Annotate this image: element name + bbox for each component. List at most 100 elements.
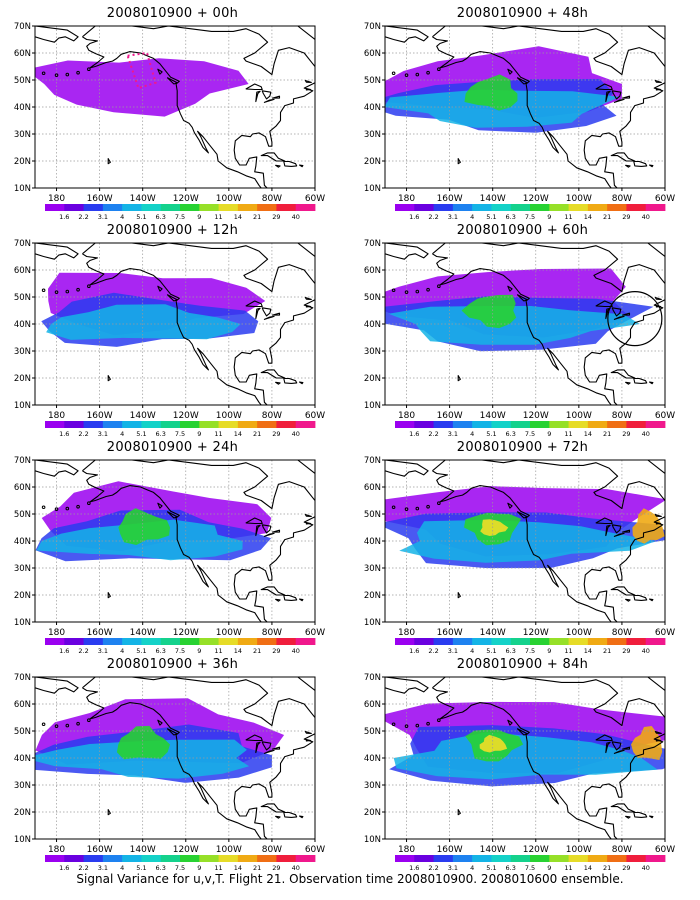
colorbar-segment: [491, 855, 512, 862]
lon-tick-label: 120W: [173, 411, 199, 421]
colorbar-label: 11: [214, 647, 222, 654]
aleutian-island: [41, 288, 46, 293]
lat-tick-label: 30N: [364, 347, 381, 357]
lat-tick-label: 40N: [364, 103, 381, 113]
aleutian-island: [426, 721, 430, 726]
variance-field: [385, 243, 665, 405]
map-panel: 10N 20N 30N 40N 50N 60N 70N 180 160W 140W 120W 100W…: [14, 22, 325, 220]
colorbar-segment: [607, 855, 627, 862]
island-outline: [283, 377, 298, 384]
aleutian-island: [87, 67, 91, 71]
lat-tick-label: 20N: [364, 591, 381, 601]
island-outline: [648, 815, 654, 819]
aleutian-island: [65, 289, 70, 294]
colorbar-label: 11: [564, 647, 572, 654]
lat-tick-label: 50N: [14, 727, 31, 737]
colorbar-segment: [276, 204, 297, 211]
island-outline: [648, 598, 654, 602]
colorbar-label: 21: [603, 864, 611, 871]
great-lake-outline: [613, 749, 625, 754]
great-lake-outline: [245, 83, 263, 91]
panel-title: 2008010900 + 24h: [106, 440, 239, 455]
colorbar-segment: [237, 204, 258, 211]
island-outline: [457, 809, 461, 816]
colorbar-segment: [510, 421, 531, 428]
coastline-asia: [385, 26, 429, 43]
lat-tick-label: 40N: [14, 103, 31, 113]
island-outline: [298, 381, 304, 385]
colorbar-segment: [395, 855, 415, 862]
lon-tick-label: 180: [398, 194, 415, 204]
lat-tick-label: 70N: [364, 456, 381, 466]
colorbar-label: 3.1: [98, 430, 108, 437]
map-panel: 10N 20N 30N 40N 50N 60N 70N 180 160W 140W 120W 100W…: [364, 239, 675, 437]
aleutian-island: [65, 723, 70, 728]
great-lake-outline: [271, 529, 281, 533]
lon-tick-label: 180: [48, 845, 65, 855]
lon-tick-label: 180: [398, 411, 415, 421]
island-outline: [283, 160, 298, 167]
great-lake-outline: [621, 746, 631, 750]
colorbar-segment: [510, 638, 531, 645]
island-outline: [516, 294, 528, 302]
coastline-asia: [35, 26, 79, 43]
coastline-north-america: [432, 677, 665, 839]
colorbar-segment: [530, 421, 550, 428]
lat-tick-label: 50N: [364, 293, 381, 303]
island-outline: [275, 598, 281, 602]
colorbar-segment: [199, 855, 219, 862]
colorbar-label: 14: [234, 647, 242, 654]
panel-12h: 2008010900 + 12h 10N 20N 30N 40N 50N 60N 70N 18…: [0, 221, 345, 437]
aleutian-island: [391, 722, 396, 727]
map-panel: 10N 20N 30N 40N 50N 60N 70N 180 160W 140W 120W 100W…: [14, 239, 325, 437]
panel-title: 2008010900 + 48h: [456, 6, 589, 21]
colorbar-segment: [83, 204, 104, 211]
great-lake-outline: [611, 741, 622, 751]
great-lake-outline: [595, 734, 613, 742]
colorbar-segment: [45, 855, 65, 862]
colorbar-segment: [160, 421, 181, 428]
colorbar-segment: [414, 855, 434, 862]
colorbar-segment: [568, 638, 589, 645]
lon-tick-label: 80W: [612, 194, 632, 204]
colorbar-label: 9: [547, 430, 551, 437]
colorbar-segment: [218, 638, 239, 645]
aleutian-island: [415, 723, 420, 728]
panel-60h: 2008010900 + 60h 10N 20N 30N 40N 50N 60N 70N 18…: [350, 221, 695, 437]
island-outline: [633, 811, 648, 818]
great-lake-outline: [613, 315, 625, 320]
great-lake-outline: [621, 529, 631, 533]
colorbar-segment: [295, 855, 316, 862]
colorbar-label: 7.5: [525, 213, 535, 220]
variance-core: [461, 294, 517, 329]
island-outline: [304, 730, 312, 734]
colorbar-segment: [472, 638, 492, 645]
lat-tick-label: 10N: [364, 618, 381, 628]
variance-field: [35, 677, 315, 839]
aleutian-island: [426, 70, 430, 75]
lat-tick-label: 20N: [14, 591, 31, 601]
colorbar-label: 9: [547, 864, 551, 871]
great-lake-outline: [261, 90, 272, 100]
panel-36h: 2008010900 + 36h 10N 20N 30N 40N 50N 60N 70N 18…: [0, 655, 345, 871]
colorbar-segment: [568, 855, 589, 862]
lat-tick-label: 70N: [364, 22, 381, 32]
colorbar-segment: [587, 855, 608, 862]
lat-tick-label: 70N: [14, 22, 31, 32]
island-outline: [157, 285, 163, 292]
figure-caption: Signal Variance for u,v,T. Flight 21. Ob…: [76, 872, 624, 886]
observation-track: [126, 51, 157, 90]
colorbar-segment: [549, 204, 569, 211]
lat-tick-label: 30N: [364, 781, 381, 791]
island-outline: [298, 598, 304, 602]
variance-peak-east: [631, 726, 663, 760]
aleutian-island: [415, 506, 420, 511]
colorbar-label: 14: [584, 213, 592, 220]
island-outline: [107, 592, 111, 599]
lat-tick-label: 60N: [14, 700, 31, 710]
colorbar-label: 4: [470, 430, 474, 437]
colorbar-segment: [237, 855, 258, 862]
lat-tick-label: 40N: [14, 320, 31, 330]
aleutian-island: [41, 722, 46, 727]
coastline-greenland: [297, 26, 315, 41]
